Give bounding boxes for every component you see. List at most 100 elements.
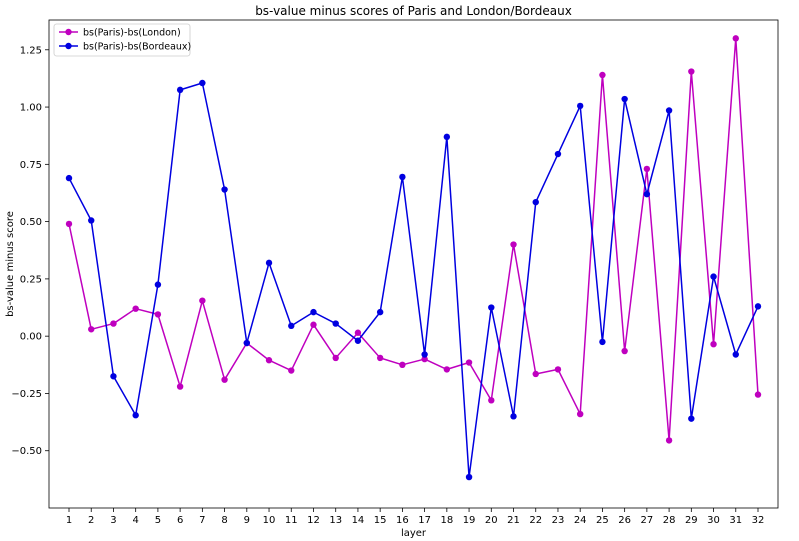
data-point: [732, 35, 739, 42]
x-tick-label: 23: [552, 515, 565, 526]
data-point: [176, 86, 184, 94]
series-layer: [65, 35, 762, 481]
x-tick-label: 29: [685, 515, 698, 526]
data-point: [599, 338, 606, 346]
data-point: [421, 355, 428, 363]
data-point: [532, 198, 539, 206]
x-tick-label: 8: [221, 515, 227, 526]
x-tick-label: 18: [440, 515, 453, 526]
x-tick-label: 10: [263, 515, 276, 526]
data-point: [265, 259, 273, 267]
data-point: [88, 217, 95, 224]
data-point: [110, 373, 117, 380]
data-point: [643, 165, 651, 173]
data-point: [199, 297, 206, 304]
series-1: [65, 35, 762, 444]
data-point: [488, 397, 495, 404]
y-axis-label: bs-value minus score: [5, 211, 16, 317]
data-point: [688, 68, 695, 75]
x-tick-label: 12: [307, 515, 320, 526]
x-tick-label: 20: [485, 515, 498, 526]
data-point: [110, 320, 117, 327]
data-point: [332, 320, 339, 327]
data-point: [510, 413, 517, 420]
y-tick-label: −0.50: [11, 446, 42, 457]
data-point: [243, 339, 251, 347]
data-point: [621, 95, 628, 103]
x-tick-label: 1: [66, 515, 72, 526]
x-tick-label: 4: [132, 515, 138, 526]
x-tick-label: 13: [329, 515, 342, 526]
data-point: [643, 190, 651, 198]
data-point: [154, 311, 162, 318]
x-tick-label: 21: [507, 515, 520, 526]
x-tick-label: 25: [596, 515, 609, 526]
y-tick-label: 0.25: [20, 274, 42, 285]
x-tick-label: 27: [641, 515, 654, 526]
data-point: [732, 351, 739, 358]
data-point: [288, 322, 295, 330]
y-axis: −0.50 −0.25 0.00 0.25 0.50 0.75 1.00 1.25: [11, 45, 49, 457]
series-line: [68, 37, 759, 442]
data-point: [554, 366, 562, 373]
x-tick-label: 7: [199, 515, 205, 526]
x-axis-label: layer: [401, 528, 427, 539]
data-point: [754, 391, 762, 398]
x-tick-label: 14: [352, 515, 365, 526]
data-point: [399, 173, 406, 181]
x-tick-label: 2: [88, 515, 94, 526]
data-point: [288, 367, 295, 374]
legend-marker: [65, 28, 72, 36]
data-point: [221, 186, 228, 193]
plot-area: [48, 19, 779, 509]
x-tick-label: 11: [285, 515, 298, 526]
x-tick-label: 30: [707, 515, 720, 526]
data-point: [576, 102, 584, 110]
legend: bs(Paris)-bs(London) bs(Paris)-bs(Bordeau…: [53, 23, 191, 57]
data-point: [199, 79, 206, 87]
data-point: [510, 241, 517, 248]
data-point: [599, 71, 606, 79]
x-tick-label: 6: [177, 515, 183, 526]
data-point: [132, 412, 139, 419]
data-point: [710, 340, 717, 348]
data-point: [354, 329, 362, 336]
data-point: [621, 347, 628, 355]
data-point: [265, 357, 273, 364]
x-tick-label: 28: [663, 515, 676, 526]
data-point: [399, 361, 406, 369]
x-tick-label: 17: [418, 515, 431, 526]
data-point: [465, 473, 473, 481]
data-point: [376, 354, 384, 362]
x-tick-label: 16: [396, 515, 409, 526]
legend-label: bs(Paris)-bs(London): [83, 28, 181, 39]
data-point: [488, 304, 495, 311]
x-tick-label: 5: [155, 515, 161, 526]
legend-marker: [65, 42, 72, 50]
data-point: [443, 133, 451, 141]
data-point: [176, 383, 184, 390]
data-point: [754, 303, 762, 310]
y-tick-label: 1.00: [20, 103, 42, 114]
data-point: [576, 410, 584, 418]
x-tick-label: 19: [463, 515, 476, 526]
legend-item: bs(Paris)-bs(London): [59, 28, 181, 39]
data-point: [88, 326, 95, 333]
data-point: [443, 366, 451, 373]
x-tick-label: 31: [729, 515, 742, 526]
y-tick-label: 0.50: [20, 217, 42, 228]
data-point: [132, 305, 139, 312]
data-point: [65, 220, 73, 228]
data-point: [688, 415, 695, 422]
data-point: [421, 351, 428, 358]
x-tick-label: 24: [574, 515, 587, 526]
data-point: [154, 281, 162, 288]
data-point: [532, 370, 539, 378]
x-tick-label: 26: [618, 515, 631, 526]
data-point: [65, 174, 73, 182]
legend-label: bs(Paris)-bs(Bordeaux): [83, 42, 191, 53]
data-point: [310, 321, 317, 328]
y-tick-label: 0.75: [20, 160, 42, 171]
data-point: [554, 150, 562, 158]
